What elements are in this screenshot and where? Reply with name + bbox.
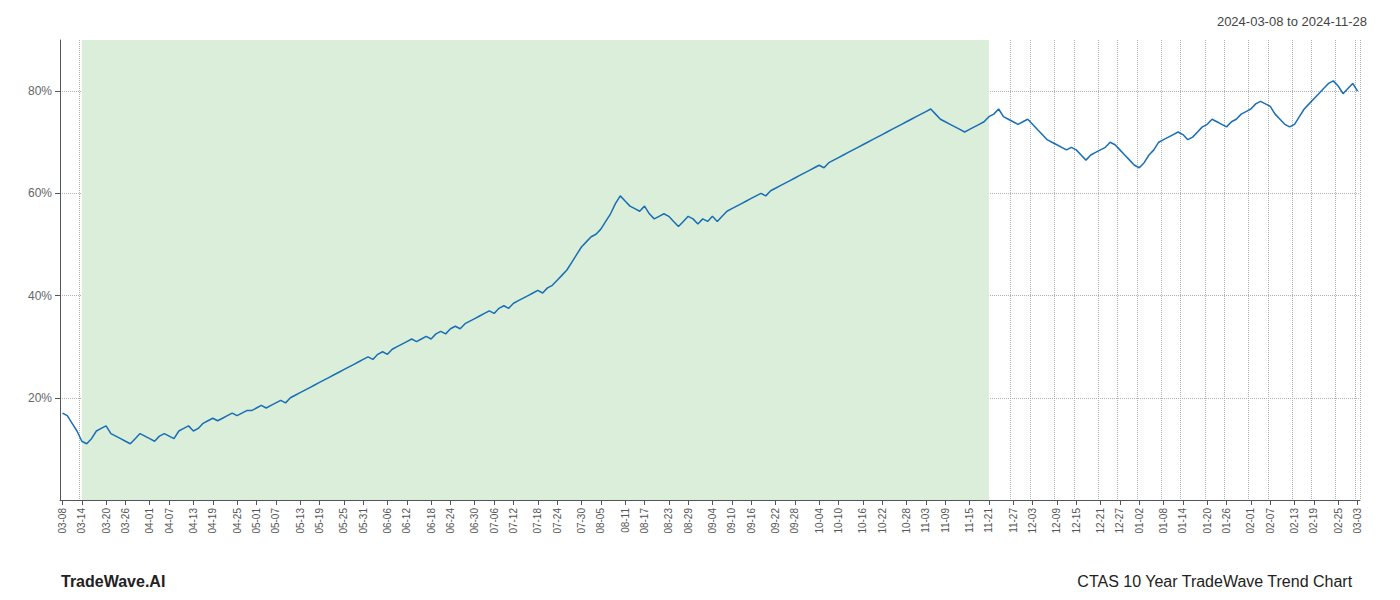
svg-text:80%: 80% [28,84,52,98]
svg-text:05-25: 05-25 [338,508,349,534]
svg-text:07-18: 07-18 [532,508,543,534]
svg-text:11-15: 11-15 [964,508,975,533]
svg-text:09-10: 09-10 [726,508,737,534]
svg-text:05-07: 05-07 [270,508,281,534]
svg-text:04-13: 04-13 [188,508,199,534]
svg-text:11-21: 11-21 [983,508,994,533]
svg-text:08-17: 08-17 [639,508,650,534]
svg-text:10-28: 10-28 [901,508,912,534]
svg-text:03-03: 03-03 [1352,508,1363,534]
svg-text:10-16: 10-16 [857,508,868,534]
svg-text:06-30: 06-30 [469,508,480,534]
svg-text:09-22: 09-22 [770,508,781,534]
svg-text:06-06: 06-06 [382,508,393,534]
svg-text:06-12: 06-12 [401,508,412,534]
svg-text:05-31: 05-31 [358,508,369,534]
svg-text:02-07: 02-07 [1265,508,1276,534]
svg-text:CTAS 10 Year TradeWave Trend C: CTAS 10 Year TradeWave Trend Chart [1077,573,1352,590]
svg-text:04-07: 04-07 [164,508,175,534]
svg-text:03-26: 03-26 [120,508,131,534]
svg-text:11-27: 11-27 [1008,508,1019,533]
svg-text:07-24: 07-24 [552,508,563,534]
svg-text:12-21: 12-21 [1095,508,1106,534]
svg-text:10-22: 10-22 [877,508,888,534]
svg-text:11-09: 11-09 [940,508,951,533]
svg-text:04-25: 04-25 [232,508,243,534]
svg-text:02-01: 02-01 [1245,508,1256,534]
svg-text:05-19: 05-19 [314,508,325,534]
svg-text:07-30: 07-30 [576,508,587,534]
svg-text:05-13: 05-13 [295,508,306,534]
svg-text:12-03: 12-03 [1027,508,1038,534]
svg-text:TradeWave.AI: TradeWave.AI [61,573,165,590]
svg-text:03-08: 03-08 [57,508,68,534]
svg-text:08-11: 08-11 [620,508,631,533]
svg-text:08-29: 08-29 [683,508,694,534]
svg-text:01-14: 01-14 [1177,508,1188,534]
svg-text:02-13: 02-13 [1289,508,1300,534]
svg-text:01-26: 01-26 [1221,508,1232,534]
svg-text:01-20: 01-20 [1202,508,1213,534]
svg-text:05-01: 05-01 [251,508,262,534]
svg-text:12-15: 12-15 [1071,508,1082,534]
svg-text:07-12: 07-12 [508,508,519,534]
svg-text:06-18: 06-18 [426,508,437,534]
svg-text:08-05: 08-05 [595,508,606,534]
svg-text:60%: 60% [28,186,52,200]
svg-text:10-10: 10-10 [833,508,844,534]
svg-text:01-08: 01-08 [1158,508,1169,534]
svg-text:01-02: 01-02 [1134,508,1145,534]
svg-text:12-09: 12-09 [1051,508,1062,534]
svg-text:03-14: 03-14 [76,508,87,534]
svg-text:20%: 20% [28,391,52,405]
svg-text:02-25: 02-25 [1333,508,1344,534]
svg-text:04-19: 04-19 [207,508,218,534]
svg-text:07-06: 07-06 [489,508,500,534]
svg-text:09-16: 09-16 [746,508,757,534]
svg-text:06-24: 06-24 [445,508,456,534]
svg-text:08-23: 08-23 [663,508,674,534]
svg-text:40%: 40% [28,289,52,303]
svg-text:11-03: 11-03 [920,508,931,533]
svg-text:02-19: 02-19 [1308,508,1319,534]
svg-text:12-27: 12-27 [1114,508,1125,534]
svg-text:03-20: 03-20 [101,508,112,534]
svg-text:2024-03-08 to 2024-11-28: 2024-03-08 to 2024-11-28 [1217,14,1367,29]
svg-text:10-04: 10-04 [814,508,825,534]
svg-text:09-28: 09-28 [789,508,800,534]
svg-text:04-01: 04-01 [144,508,155,534]
svg-text:09-04: 09-04 [707,508,718,534]
